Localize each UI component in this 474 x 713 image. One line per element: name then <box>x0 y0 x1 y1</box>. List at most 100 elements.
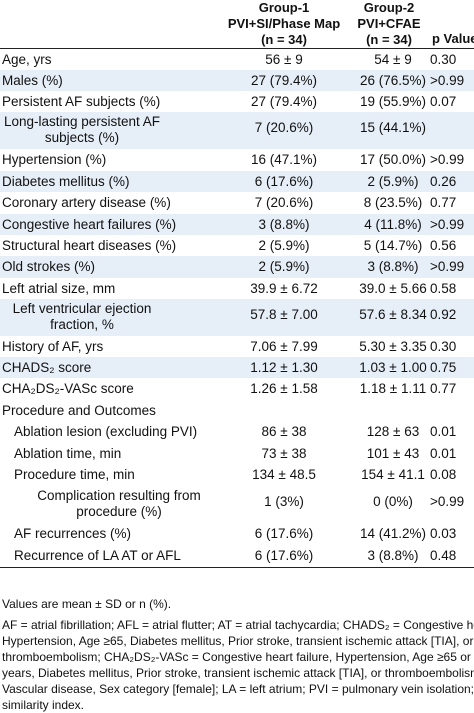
group1-value: 6 (17.6%) <box>254 526 314 541</box>
group2-value: 3 (8.8%) <box>367 259 419 274</box>
p-value: 0.30 <box>430 52 457 67</box>
group1-value: 7 (20.6%) <box>254 195 314 210</box>
baseline-characteristics-table: Group-1 PVI+SI/Phase Map (n = 34) Group-… <box>0 0 474 568</box>
group2-value: 5.30 ± 3.35 <box>359 339 427 354</box>
row-label: CHADS₂ score <box>2 360 92 375</box>
table-row: CHADS₂ score 1.12 ± 1.30 1.03 ± 1.00 0.75 <box>0 357 474 378</box>
row-label: CHA₂DS₂-VASc score <box>2 381 134 396</box>
p-value: 0.07 <box>430 94 457 109</box>
p-value: 0.08 <box>430 467 457 482</box>
table-footnotes: Values are mean ± SD or n (%). AF = atri… <box>0 596 474 713</box>
group1-subtitle: PVI+SI/Phase Map <box>227 16 341 31</box>
footnote-abbreviations-2: Hypertension, Age ≥65, Diabetes mellitus… <box>2 634 474 648</box>
group2-value: 19 (55.9%) <box>359 94 427 109</box>
p-value: 0.03 <box>430 526 457 541</box>
p-value: 0.56 <box>430 238 457 253</box>
footnote-abbreviations-4: years, Diabetes mellitus, Prior stroke, … <box>2 666 474 680</box>
p-value: 0.48 <box>430 548 457 563</box>
table-row: Coronary artery disease (%) 7 (20.6%) 8 (2… <box>0 192 474 214</box>
footnote-abbreviations-3: thromboembolism; CHA₂DS₂-VASc = Congesti… <box>2 650 474 664</box>
table-row: Persistent AF subjects (%) 27 (79.4%) 19 (… <box>0 91 474 112</box>
footnote-abbreviations-1: AF = atrial fibrillation; AFL = atrial f… <box>2 618 474 632</box>
row-label: Procedure time, min <box>14 467 135 482</box>
group1-value: 134 ± 48.5 <box>252 467 316 482</box>
table-row: Males (%) 27 (79.4%) 26 (76.5%) >0.99 <box>0 70 474 91</box>
table-row: History of AF, yrs 7.06 ± 7.99 5.30 ± 3.35… <box>0 336 474 357</box>
footnote-abbreviations-6: similarity index. <box>2 698 85 712</box>
table-row: Left ventricular ejection fraction, % 57.… <box>0 299 474 336</box>
group2-value: 14 (41.2%) <box>359 526 427 541</box>
table-row: Hypertension (%) 16 (47.1%) 17 (50.0%) >0.9… <box>0 149 474 171</box>
row-label: Recurrence of LA AT or AFL <box>14 548 181 563</box>
group1-value: 57.8 ± 7.00 <box>250 306 318 322</box>
table-row: Structural heart diseases (%) 2 (5.9%) 5 (… <box>0 235 474 256</box>
group2-value: 57.6 ± 8.34 <box>359 306 427 322</box>
row-label: Congestive heart failures (%) <box>2 217 177 232</box>
group2-value: 128 ± 63 <box>366 424 420 439</box>
row-label: Age, yrs <box>2 52 52 67</box>
table-row: Old strokes (%) 2 (5.9%) 3 (8.8%) >0.99 <box>0 256 474 278</box>
row-label: Complication resulting from procedure (%… <box>37 488 201 519</box>
group1-value: 39.9 ± 6.72 <box>250 281 318 296</box>
group2-value: 4 (11.8%) <box>364 217 422 232</box>
group1-value: 7.06 ± 7.99 <box>250 339 318 354</box>
table-row: Procedure and Outcomes <box>0 400 474 421</box>
row-label: Procedure and Outcomes <box>2 403 156 418</box>
table-row: CHA₂DS₂-VASc score 1.26 ± 1.58 1.18 ± 1.11… <box>0 378 474 400</box>
group2-value: 0 (0%) <box>373 493 413 509</box>
p-value: 0.01 <box>430 424 457 439</box>
group2-value: 54 ± 9 <box>374 52 412 67</box>
group2-value: 26 (76.5%) <box>359 73 427 88</box>
p-value: 0.01 <box>430 446 457 461</box>
pvalue-header: p Value <box>432 31 474 46</box>
row-label: AF recurrences (%) <box>14 526 132 541</box>
group2-value: 101 ± 43 <box>366 446 420 461</box>
group2-value: 15 (44.1%) <box>359 119 427 135</box>
table-row: Procedure time, min 134 ± 48.5 154 ± 41.1 0… <box>0 464 474 486</box>
group1-value: 27 (79.4%) <box>250 94 318 109</box>
footnote-values: Values are mean ± SD or n (%). <box>2 597 172 611</box>
p-value: >0.99 <box>430 73 465 88</box>
group2-value: 1.03 ± 1.00 <box>359 360 427 375</box>
group1-value: 6 (17.6%) <box>254 548 314 563</box>
row-label: Left ventricular ejection fraction, % <box>12 301 152 332</box>
p-value: 0.26 <box>430 174 457 189</box>
table-row: Long-lasting persistent AF subjects (%) 7… <box>0 112 474 149</box>
group1-value: 1 (3%) <box>264 493 304 509</box>
group1-value: 6 (17.6%) <box>254 174 314 189</box>
group2-value: 2 (5.9%) <box>367 174 419 189</box>
group1-value: 16 (47.1%) <box>250 152 318 167</box>
group1-value: 27 (79.4%) <box>250 73 318 88</box>
table-row: Left atrial size, mm 39.9 ± 6.72 39.0 ± 5.… <box>0 278 474 299</box>
row-label: Males (%) <box>2 73 63 88</box>
group1-value: 2 (5.9%) <box>258 259 310 274</box>
p-value: >0.99 <box>430 493 465 509</box>
row-label: Left atrial size, mm <box>2 281 116 296</box>
group2-value: 154 ± 41.1 <box>361 467 425 482</box>
group1-value: 7 (20.6%) <box>254 119 314 135</box>
group1-value: 1.26 ± 1.58 <box>250 381 318 396</box>
group1-value: 86 ± 38 <box>261 424 307 439</box>
p-value: 0.75 <box>430 360 457 375</box>
group1-count: (n = 34) <box>261 32 307 47</box>
table-row: Diabetes mellitus (%) 6 (17.6%) 2 (5.9%) 0.… <box>0 171 474 192</box>
p-value: 0.30 <box>430 339 457 354</box>
p-value: 0.77 <box>430 195 457 210</box>
row-label: Ablation time, min <box>14 446 122 461</box>
group2-value: 5 (14.7%) <box>363 238 423 253</box>
group2-value: 39.0 ± 5.66 <box>359 281 427 296</box>
p-value: >0.99 <box>430 152 465 167</box>
table-body: Age, yrs 56 ± 9 54 ± 9 0.30 Males (%) 27 (79.… <box>0 49 474 568</box>
group2-value: 8 (23.5%) <box>363 195 423 210</box>
table-row: Recurrence of LA AT or AFL 6 (17.6%) 3 (8.… <box>0 545 474 568</box>
table-row: AF recurrences (%) 6 (17.6%) 14 (41.2%) 0.0… <box>0 523 474 545</box>
row-label: Diabetes mellitus (%) <box>2 174 130 189</box>
p-value: >0.99 <box>430 217 465 232</box>
group1-value: 1.12 ± 1.30 <box>250 360 318 375</box>
group2-header: Group-2 PVI+CFAE (n = 34) <box>340 0 438 48</box>
p-value: 0.92 <box>430 306 457 322</box>
row-label: Coronary artery disease (%) <box>2 195 171 210</box>
table-row: Congestive heart failures (%) 3 (8.8%) 4 (… <box>0 214 474 235</box>
row-label: Persistent AF subjects (%) <box>2 94 161 109</box>
group2-value: 1.18 ± 1.11 <box>359 381 427 396</box>
